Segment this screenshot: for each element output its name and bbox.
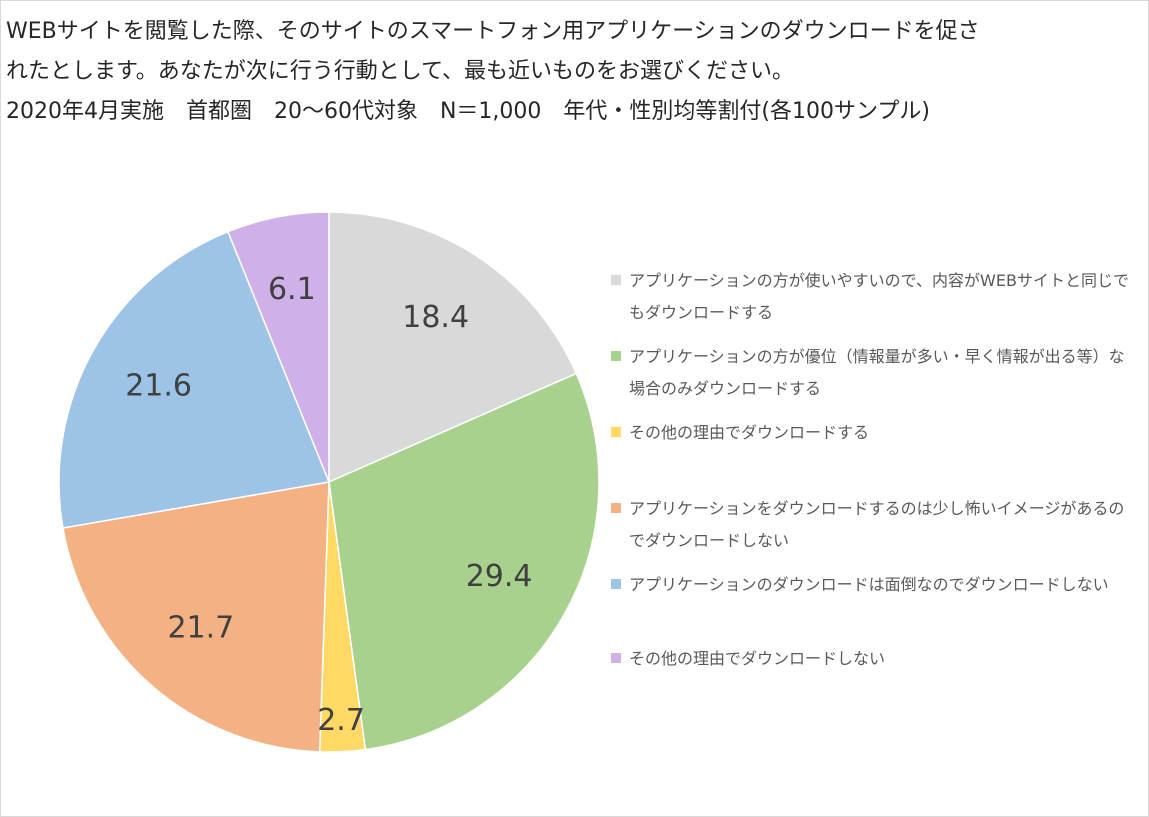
data-label-1: 18.4 <box>402 300 469 335</box>
legend-swatch-4 <box>611 503 621 513</box>
legend-label-1: アプリケーションの方が使いやすいので、内容がWEBサイトと同じでもダウンロードす… <box>629 271 1129 322</box>
legend-label-5: アプリケーションのダウンロードは面倒なのでダウンロードしない <box>629 575 1109 594</box>
data-label-5: 21.6 <box>125 369 192 404</box>
legend-label-3: その他の理由でダウンロードする <box>629 423 870 442</box>
pie-chart: 18.4 29.4 2.7 21.7 21.6 6.1 <box>58 211 600 753</box>
pie-slice-1 <box>328 211 578 484</box>
legend-swatch-1 <box>611 275 621 285</box>
pie-slice-4 <box>62 481 330 753</box>
legend-label-2: アプリケーションの方が優位（情報量が多い・早く情報が出る等）な場合のみダウンロー… <box>629 347 1125 398</box>
legend-label-6: その他の理由でダウンロードしない <box>629 649 886 668</box>
pie-slice-6 <box>226 211 330 483</box>
title-line-2: れたとします。あなたが次に行う行動として、最も近いものをお選びください。 <box>6 59 795 84</box>
legend-label-4: アプリケーションをダウンロードするのは少し怖いイメージがあるのでダウンロードしな… <box>629 499 1125 550</box>
title-line-3: 2020年4月実施 首都圏 20～60代対象 N＝1,000 年代・性別均等割付… <box>6 99 930 124</box>
legend-swatch-6 <box>611 653 621 663</box>
title-line-1: WEBサイトを閲覧した際、そのサイトのスマートフォン用アプリケーションのダウンロ… <box>6 19 980 44</box>
legend-swatch-3 <box>611 427 621 437</box>
legend-item-5: アプリケーションのダウンロードは面倒なのでダウンロードしない <box>611 569 1131 601</box>
pie-slice-2 <box>328 372 600 751</box>
legend-item-4: アプリケーションをダウンロードするのは少し怖いイメージがあるのでダウンロードしな… <box>611 493 1131 557</box>
chart-title: WEBサイトを閲覧した際、そのサイトのスマートフォン用アプリケーションのダウンロ… <box>6 12 1142 132</box>
pie-slice-5 <box>58 230 331 529</box>
legend-swatch-2 <box>611 351 621 361</box>
data-label-2: 29.4 <box>466 559 533 594</box>
legend-item-6: その他の理由でダウンロードしない <box>611 643 1131 675</box>
legend-item-2: アプリケーションの方が優位（情報量が多い・早く情報が出る等）な場合のみダウンロー… <box>611 341 1131 405</box>
data-label-6: 6.1 <box>268 272 316 307</box>
data-label-4: 21.7 <box>167 610 234 645</box>
legend-swatch-5 <box>611 579 621 589</box>
data-label-3: 2.7 <box>317 703 365 738</box>
legend-item-3: その他の理由でダウンロードする <box>611 417 1131 449</box>
legend-item-1: アプリケーションの方が使いやすいので、内容がWEBサイトと同じでもダウンロードす… <box>611 265 1131 329</box>
